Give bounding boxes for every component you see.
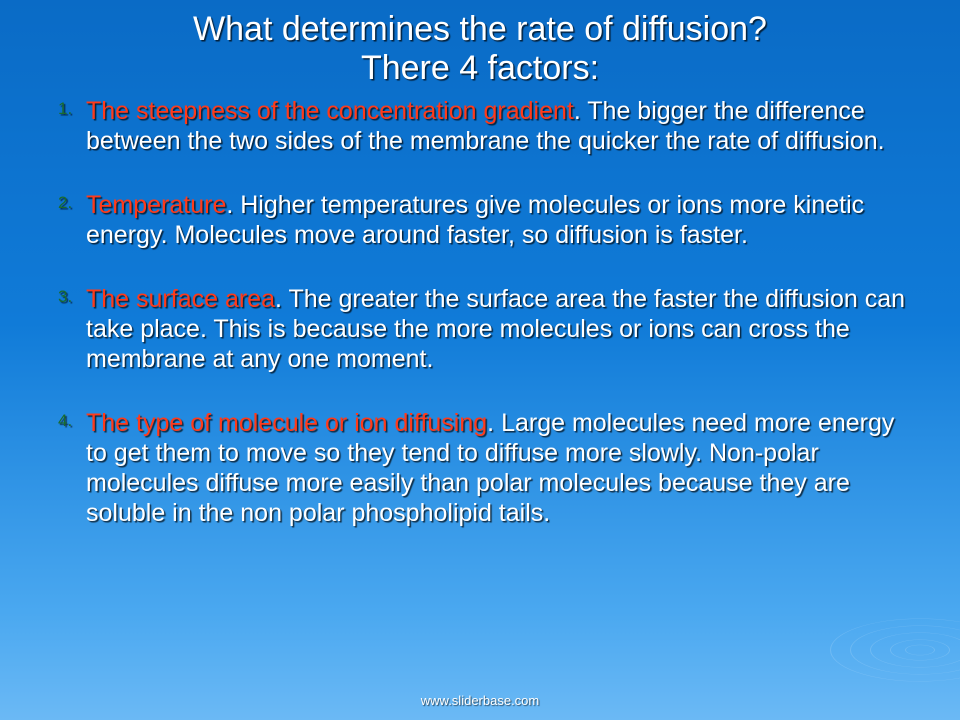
- item-highlight: The surface area: [86, 285, 275, 313]
- list-item: 2. Temperature. Higher temperatures give…: [58, 190, 922, 250]
- factors-list: 1. The steepness of the concentration gr…: [0, 96, 960, 528]
- item-highlight: The type of molecule or ion diffusing: [86, 409, 487, 437]
- item-number: 3.: [58, 287, 72, 307]
- item-number: 1.: [58, 99, 72, 119]
- title-line-1: What determines the rate of diffusion?: [193, 10, 767, 48]
- title-line-2: There 4 factors:: [361, 49, 599, 87]
- list-item: 4. The type of molecule or ion diffusing…: [58, 408, 922, 528]
- list-item: 3. The surface area. The greater the sur…: [58, 284, 922, 374]
- slide-title: What determines the rate of diffusion? T…: [0, 0, 960, 96]
- item-number: 4.: [58, 411, 72, 431]
- list-item: 1. The steepness of the concentration gr…: [58, 96, 922, 156]
- watermark: www.sliderbase.com: [0, 693, 960, 708]
- item-number: 2.: [58, 193, 72, 213]
- item-highlight: Temperature: [86, 191, 226, 219]
- item-highlight: The steepness of the concentration gradi…: [86, 97, 574, 125]
